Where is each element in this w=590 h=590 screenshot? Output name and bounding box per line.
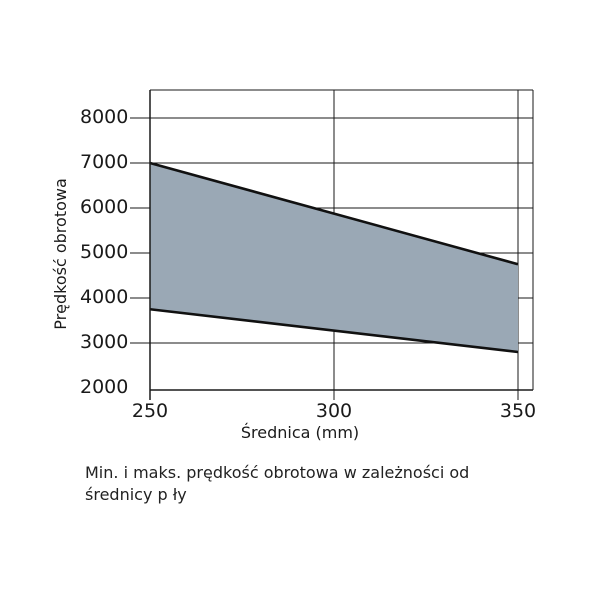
y-tick-label-7000: 7000 — [80, 151, 128, 173]
band-layer — [150, 163, 518, 352]
min-speed-line — [149, 307, 519, 354]
speed-range-band — [150, 163, 518, 352]
x-tick-label-250: 250 — [132, 400, 168, 422]
y-tick-label-6000: 6000 — [80, 196, 128, 218]
x-tick-label-300: 300 — [316, 400, 352, 422]
series-lines — [149, 161, 519, 354]
max-speed-line — [149, 161, 519, 266]
y-tick-label-8000: 8000 — [80, 106, 128, 128]
caption: Min. i maks. prędkość obrotowa w zależno… — [85, 462, 525, 506]
plot-frame — [149, 89, 534, 400]
caption-line-1: Min. i maks. prędkość obrotowa w zależno… — [85, 463, 470, 482]
y-tick-label-4000: 4000 — [80, 286, 128, 308]
caption-line-2: średnicy p ły — [85, 485, 187, 504]
y-tick-label-5000: 5000 — [80, 241, 128, 263]
y-axis-title: Prędkość obrotowa — [51, 178, 70, 330]
x-tick-label-350: 350 — [500, 400, 536, 422]
y-tick-label-3000: 3000 — [80, 331, 128, 353]
chart-svg: 2000 3000 4000 5000 6000 7000 8000 250 300 350 P… — [51, 89, 536, 442]
x-axis-title: Średnica (mm) — [241, 423, 359, 442]
y-tick-labels: 2000 3000 4000 5000 6000 7000 8000 — [80, 106, 128, 398]
x-tick-labels: 250 300 350 — [132, 400, 536, 422]
y-tick-label-2000: 2000 — [80, 376, 128, 398]
chart: 2000 3000 4000 5000 6000 7000 8000 250 300 350 P… — [51, 89, 536, 442]
